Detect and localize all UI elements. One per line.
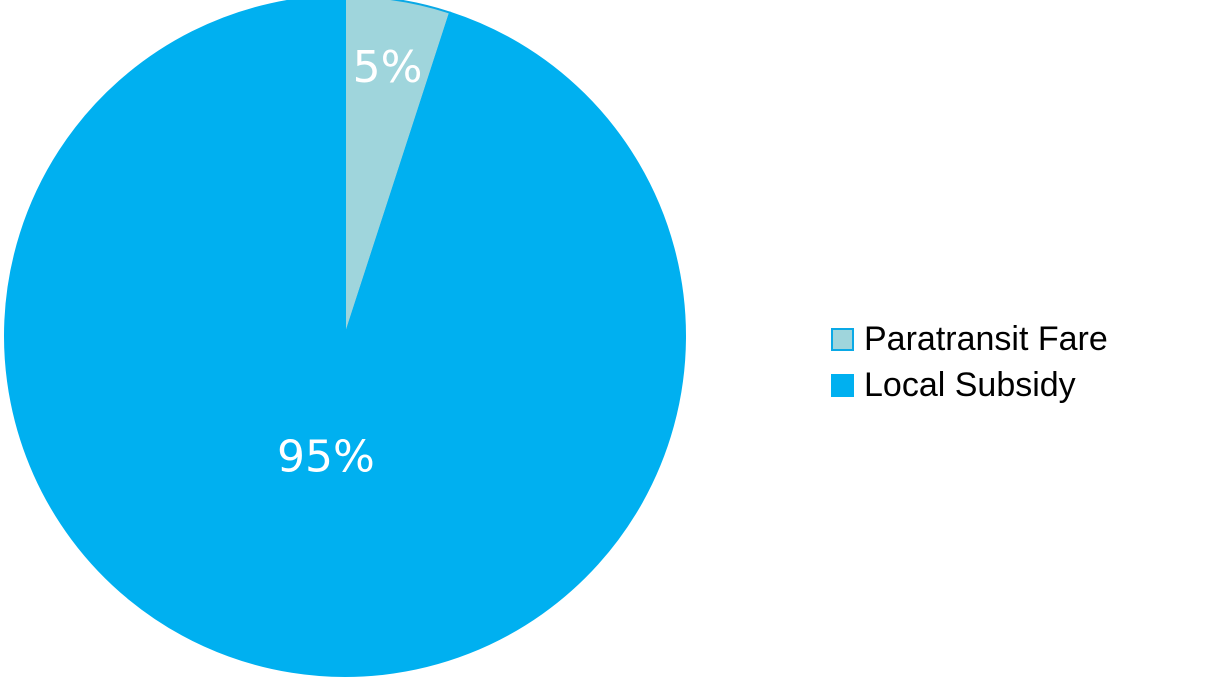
pie-slice-local-subsidy — [4, 0, 686, 677]
pie-chart: 5% 95% — [4, 0, 686, 677]
chart-legend: Paratransit Fare Local Subsidy — [831, 318, 1108, 410]
data-label-paratransit-fare: 5% — [353, 42, 423, 93]
legend-swatch-paratransit-fare — [831, 327, 854, 351]
legend-item-local-subsidy: Local Subsidy — [831, 364, 1108, 406]
legend-label-paratransit-fare: Paratransit Fare — [864, 319, 1108, 358]
data-label-local-subsidy: 95% — [277, 431, 375, 482]
legend-label-local-subsidy: Local Subsidy — [864, 365, 1076, 404]
legend-item-paratransit-fare: Paratransit Fare — [831, 318, 1108, 360]
legend-swatch-local-subsidy — [831, 373, 854, 397]
